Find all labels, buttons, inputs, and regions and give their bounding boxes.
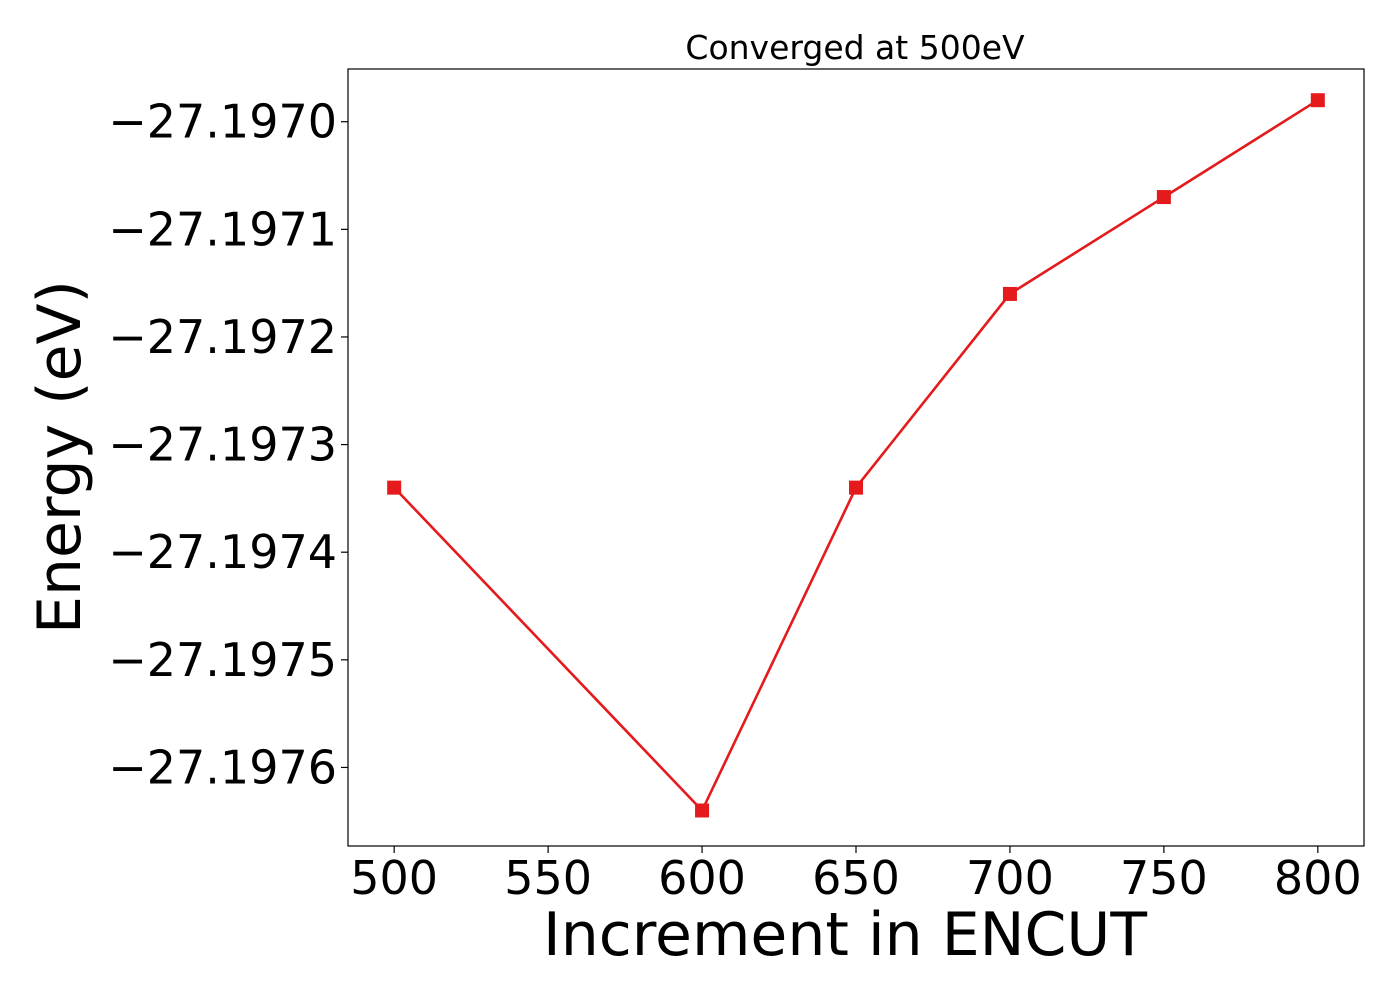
y-tick-label: −27.1974 <box>108 525 337 579</box>
x-tick-label: 800 <box>1274 851 1362 905</box>
y-tick-label: −27.1973 <box>108 418 337 472</box>
y-tick-label: −27.1975 <box>108 633 337 687</box>
y-axis-ticks: −27.1970 −27.1971 −27.1972 −27.1973 −27.1974… <box>108 95 348 794</box>
y-tick-label: −27.1972 <box>108 310 337 364</box>
x-axis-ticks: 500 550 600 650 700 750 800 <box>350 846 1362 905</box>
y-tick-label: −27.1971 <box>108 202 337 256</box>
data-point <box>695 803 710 818</box>
x-axis-label: Increment in ENCUT <box>543 900 1147 970</box>
plot-series <box>387 93 1325 818</box>
x-tick-label: 550 <box>504 851 592 905</box>
data-point <box>387 480 402 495</box>
plot-frame <box>347 68 1365 847</box>
x-tick-label: 650 <box>812 851 900 905</box>
y-axis-label: Energy (eV) <box>25 280 95 634</box>
data-point <box>1156 190 1171 205</box>
x-tick-label: 750 <box>1120 851 1208 905</box>
x-tick-label: 700 <box>966 851 1054 905</box>
series-line <box>393 99 1319 813</box>
x-tick-label: 600 <box>658 851 746 905</box>
y-tick-label: −27.1970 <box>108 95 337 149</box>
data-point <box>849 480 863 495</box>
x-tick-label: 500 <box>350 851 438 905</box>
data-point <box>1310 93 1325 108</box>
data-point <box>1002 286 1017 301</box>
chart-title: Converged at 500eV <box>685 28 1025 67</box>
y-tick-label: −27.1976 <box>108 740 337 794</box>
